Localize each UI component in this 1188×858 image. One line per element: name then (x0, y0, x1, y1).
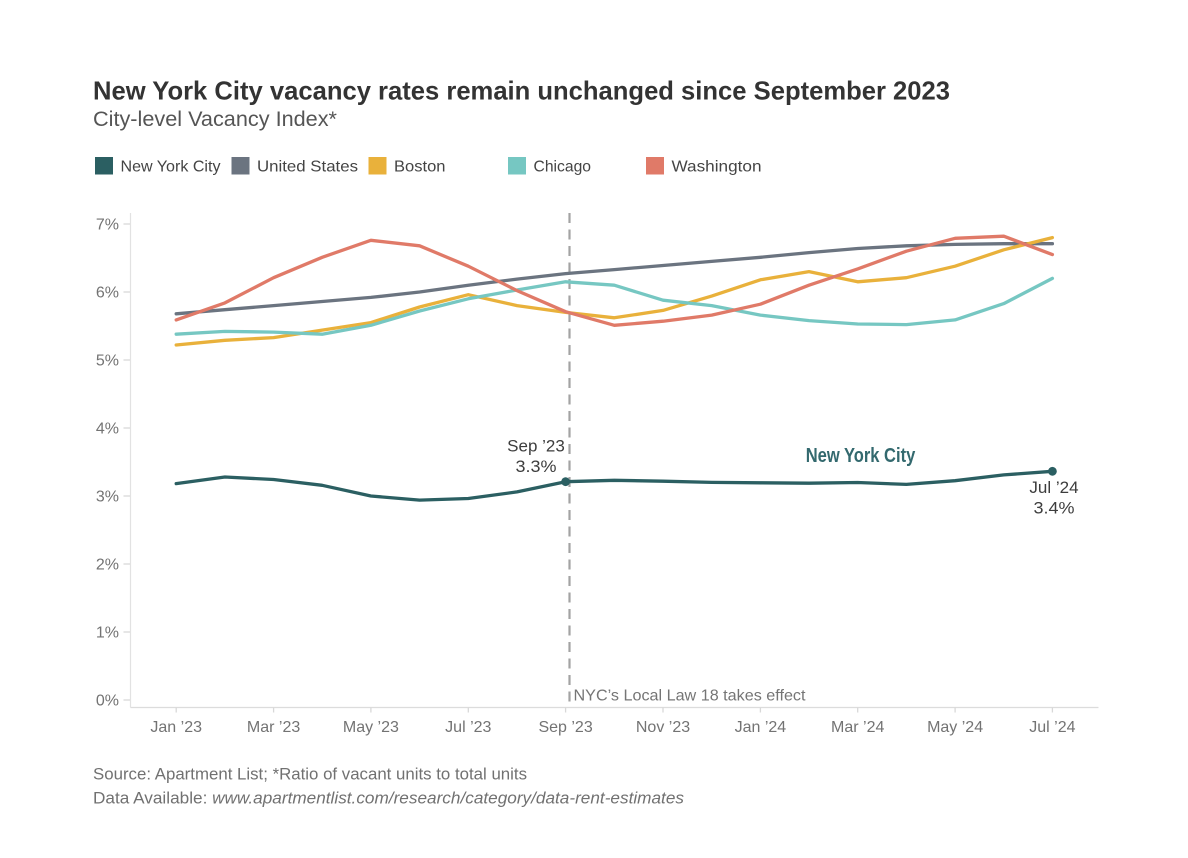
svg-text:May ’23: May ’23 (343, 719, 399, 736)
svg-text:United States: United States (257, 159, 358, 176)
svg-text:Jan ’23: Jan ’23 (150, 719, 202, 736)
svg-text:Sep ’23: Sep ’23 (538, 719, 592, 736)
svg-text:0%: 0% (96, 693, 119, 710)
svg-text:City-level Vacancy Index*: City-level Vacancy Index* (93, 108, 337, 131)
svg-text:Sep ’23: Sep ’23 (507, 437, 565, 456)
svg-text:Nov ’23: Nov ’23 (636, 719, 690, 736)
svg-text:2%: 2% (96, 557, 119, 574)
svg-text:Chicago: Chicago (534, 159, 592, 176)
svg-text:Jul ’24: Jul ’24 (1029, 719, 1075, 736)
svg-text:5%: 5% (96, 353, 119, 370)
svg-text:Source: Apartment List; *Ratio: Source: Apartment List; *Ratio of vacant… (93, 765, 527, 784)
svg-text:Jul ’24: Jul ’24 (1029, 478, 1078, 497)
svg-text:Mar ’23: Mar ’23 (247, 719, 300, 736)
svg-text:NYC’s Local Law 18 takes effec: NYC’s Local Law 18 takes effect (574, 688, 807, 705)
svg-text:Boston: Boston (394, 159, 446, 176)
svg-text:1%: 1% (96, 625, 119, 642)
svg-text:New York City: New York City (806, 444, 916, 467)
svg-text:7%: 7% (96, 217, 119, 234)
svg-text:3.3%: 3.3% (516, 457, 557, 476)
svg-text:New York City vacancy rates re: New York City vacancy rates remain uncha… (93, 76, 950, 106)
svg-text:New York City: New York City (121, 159, 221, 176)
svg-text:Jan ’24: Jan ’24 (735, 719, 787, 736)
svg-text:Jul ’23: Jul ’23 (445, 719, 491, 736)
svg-text:Mar ’24: Mar ’24 (831, 719, 884, 736)
svg-text:May ’24: May ’24 (927, 719, 983, 736)
svg-text:Data Available: www.apartmentl: Data Available: www.apartmentlist.com/re… (93, 789, 684, 808)
svg-text:3%: 3% (96, 489, 119, 506)
svg-text:3.4%: 3.4% (1034, 499, 1075, 518)
svg-text:6%: 6% (96, 285, 119, 302)
svg-text:Washington: Washington (672, 159, 762, 176)
svg-text:4%: 4% (96, 421, 119, 438)
